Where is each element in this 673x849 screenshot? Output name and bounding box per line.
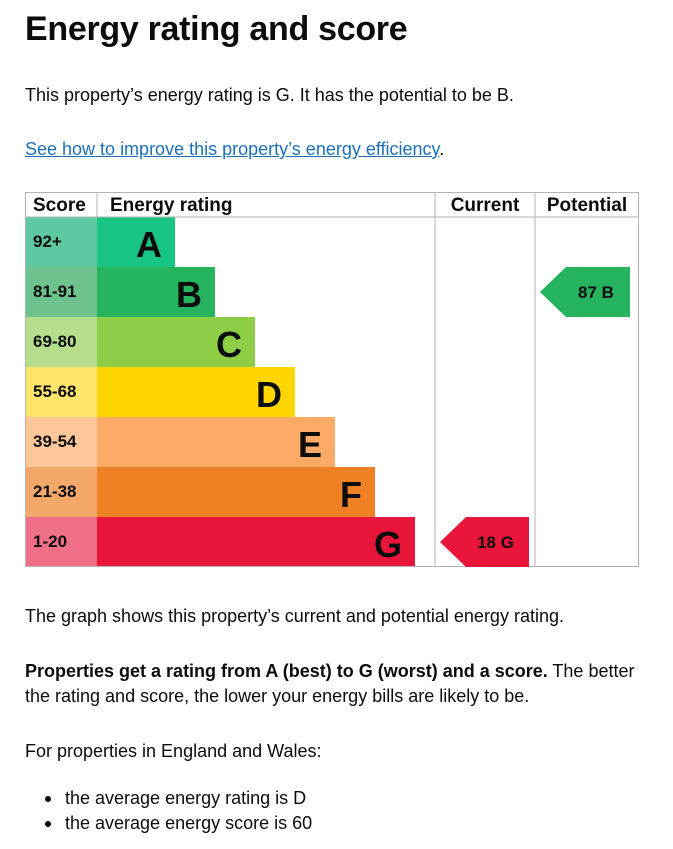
score-cell-d — [25, 367, 97, 417]
average-score-item: the average energy score is 60 — [25, 811, 312, 836]
rating-summary: This property’s energy rating is G. It h… — [25, 85, 514, 105]
score-label-g: 1-20 — [33, 532, 67, 551]
band-bar-d — [97, 367, 295, 417]
score-label-f: 21-38 — [33, 482, 76, 501]
header-current: Current — [451, 195, 520, 216]
score-label-c: 69-80 — [33, 332, 76, 351]
band-bar-f — [97, 467, 375, 517]
band-letter-c: C — [216, 324, 242, 365]
header-potential: Potential — [547, 195, 627, 216]
band-bar-a — [97, 217, 175, 267]
average-rating-item: the average energy rating is D — [25, 786, 312, 811]
score-label-b: 81-91 — [33, 282, 76, 301]
header-score: Score — [33, 195, 86, 216]
potential-rating-arrow — [540, 267, 630, 317]
averages-list: the average energy rating is D the avera… — [25, 786, 312, 836]
header-energy-rating: Energy rating — [110, 195, 232, 216]
rating-note: Properties get a rating from A (best) to… — [25, 659, 655, 709]
score-cell-c — [25, 317, 97, 367]
band-letter-e: E — [298, 424, 322, 465]
band-bar-g — [97, 517, 415, 567]
rating-note-rest: The better the rating and score, the low… — [25, 661, 635, 706]
band-letter-d: D — [256, 374, 282, 415]
band-bar-e — [97, 417, 335, 467]
improve-link-line: See how to improve this property’s energ… — [25, 137, 444, 162]
link-suffix: . — [439, 139, 445, 159]
band-letter-f: F — [340, 474, 362, 515]
region-line: For properties in England and Wales: — [25, 741, 322, 761]
energy-rating-chart: Score Energy rating Current Potential 92+ A 81… — [25, 192, 639, 567]
current-rating-label: 18 G — [477, 533, 514, 552]
band-bar-b — [97, 267, 215, 317]
score-label-a: 92+ — [33, 232, 62, 251]
score-cell-a — [25, 217, 97, 267]
band-letter-b: B — [176, 274, 202, 315]
improve-efficiency-link[interactable]: See how to improve this property’s energ… — [25, 139, 440, 159]
band-letter-g: G — [374, 524, 402, 565]
band-letter-a: A — [136, 224, 162, 265]
chart-border — [25, 192, 639, 567]
band-bar-c — [97, 317, 255, 367]
score-label-e: 39-54 — [33, 432, 77, 451]
energy-rating-chart-svg: Score Energy rating Current Potential 92+ A 81… — [25, 192, 639, 567]
page-title: Energy rating and score — [25, 10, 408, 48]
score-cell-f — [25, 467, 97, 517]
score-cell-e — [25, 417, 97, 467]
rating-note-bold: Properties get a rating from A (best) to… — [25, 661, 548, 681]
score-cell-b — [25, 267, 97, 317]
current-rating-arrow — [440, 517, 529, 567]
potential-rating-label: 87 B — [578, 283, 614, 302]
graph-description: The graph shows this property’s current … — [25, 606, 564, 626]
score-label-d: 55-68 — [33, 382, 76, 401]
score-cell-g — [25, 517, 97, 567]
